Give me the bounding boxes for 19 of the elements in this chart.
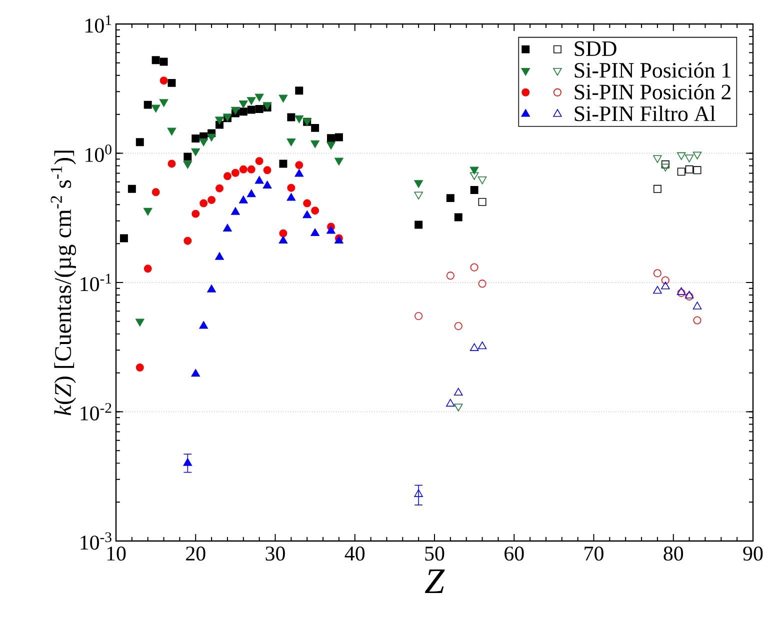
x-tick-label: 40: [344, 546, 365, 561]
legend-label: SDD: [574, 41, 616, 56]
legend-label: Si-PIN Filtro Al: [574, 106, 716, 122]
x-tick-label: 10: [107, 546, 126, 561]
x-tick-label: 50: [425, 546, 444, 561]
x-tick-label: 90: [743, 546, 763, 561]
x-tick-label: 20: [186, 546, 206, 561]
x-tick-label: 80: [664, 546, 684, 561]
legend-label: Si-PIN Posición 2: [574, 84, 730, 100]
y-tick-label: 10$^{-1}$: [80, 274, 112, 292]
x-tick-label: 70: [584, 546, 604, 561]
y-tick-label: 10$^{1}$: [86, 15, 112, 33]
y-tick-label: 10$^{0}$: [86, 144, 112, 162]
x-tick-label: 30: [266, 546, 285, 561]
y-axis-title: k(Z) [Cuentas/(µg cm$^{-2}$ s$^{-1}$)]: [50, 150, 76, 416]
x-tick-label: 60: [504, 546, 524, 561]
y-tick-label: 10$^{-2}$: [80, 403, 112, 420]
x-axis-title: Z: [424, 569, 445, 593]
legend-label: Si-PIN Posición 1: [574, 62, 730, 78]
